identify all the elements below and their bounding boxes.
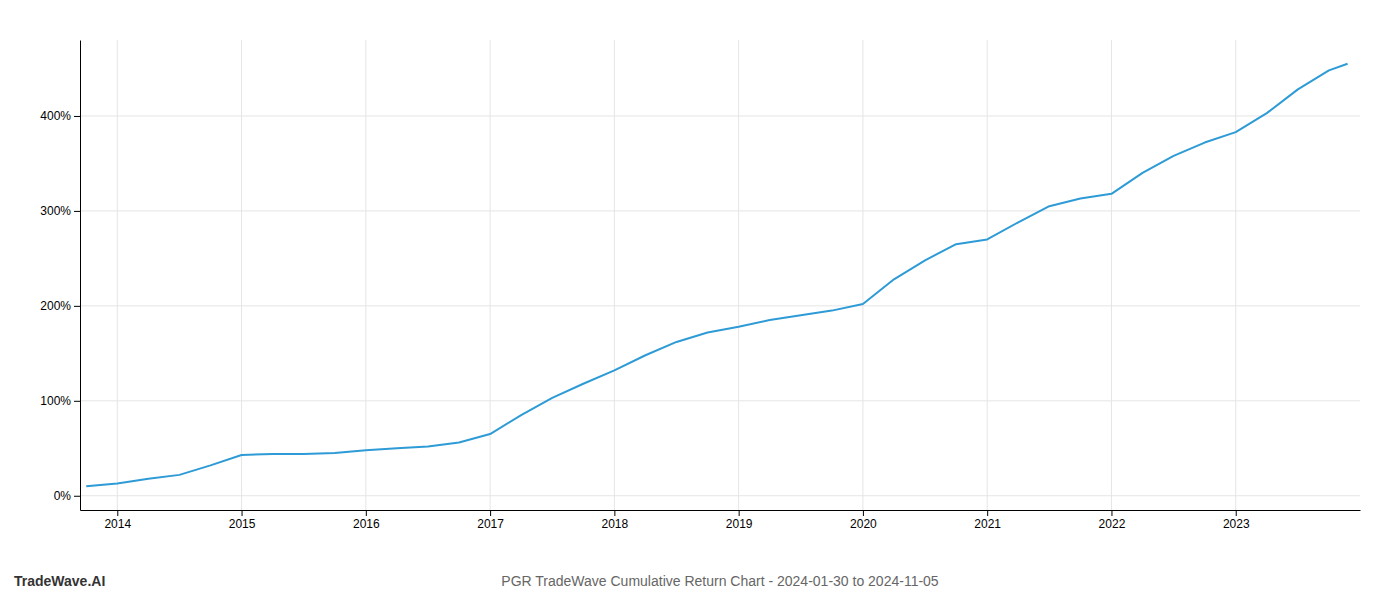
y-tick: 200% bbox=[40, 299, 80, 313]
grid-line-x bbox=[117, 40, 118, 510]
grid-line-x bbox=[241, 40, 242, 510]
x-tick-label: 2023 bbox=[1223, 517, 1250, 531]
x-tick: 2020 bbox=[850, 510, 877, 531]
x-tick-mark bbox=[863, 510, 864, 516]
x-tick-label: 2019 bbox=[726, 517, 753, 531]
x-tick-mark bbox=[117, 510, 118, 516]
x-tick-mark bbox=[1111, 510, 1112, 516]
watermark: TradeWave.AI bbox=[14, 573, 105, 589]
grid-line-x bbox=[1235, 40, 1236, 510]
y-tick-mark bbox=[74, 116, 80, 117]
y-tick-label: 400% bbox=[40, 109, 71, 123]
x-tick-mark bbox=[987, 510, 988, 516]
x-tick: 2023 bbox=[1223, 510, 1250, 531]
x-tick-label: 2017 bbox=[477, 517, 504, 531]
title: PGR TradeWave Cumulative Return Chart - … bbox=[501, 573, 939, 589]
x-tick-mark bbox=[614, 510, 615, 516]
x-tick: 2016 bbox=[353, 510, 380, 531]
y-axis: 0% 100% 200% 300% 400% bbox=[40, 41, 80, 511]
y-tick-label: 200% bbox=[40, 299, 71, 313]
x-tick: 2018 bbox=[602, 510, 629, 531]
grid-line-y bbox=[80, 305, 1360, 306]
grid-line-x bbox=[987, 40, 988, 510]
x-tick-label: 2018 bbox=[602, 517, 629, 531]
x-tick-label: 2021 bbox=[974, 517, 1001, 531]
x-tick: 2015 bbox=[229, 510, 256, 531]
grid-line-x bbox=[1111, 40, 1112, 510]
y-tick-label: 100% bbox=[40, 394, 71, 408]
y-tick-label: 0% bbox=[54, 489, 72, 503]
plot-area: 2014 2015 2016 2017 2018 2019 2020 2021 2022 2023… bbox=[40, 40, 1360, 531]
x-axis: 2014 2015 2016 2017 2018 2019 2020 2021 2022 2023 bbox=[81, 510, 1361, 531]
y-tick-mark bbox=[74, 211, 80, 212]
y-tick-mark bbox=[74, 401, 80, 402]
y-tick-label: 300% bbox=[40, 204, 71, 218]
x-tick-mark bbox=[1236, 510, 1237, 516]
grid-line-y bbox=[80, 210, 1360, 211]
x-tick-label: 2022 bbox=[1099, 517, 1126, 531]
marks bbox=[86, 64, 1347, 487]
x-tick-mark bbox=[366, 510, 367, 516]
x-axis-line bbox=[81, 510, 1361, 511]
x-tick: 2022 bbox=[1099, 510, 1126, 531]
y-axis-line bbox=[80, 41, 81, 511]
y-tick: 100% bbox=[40, 394, 80, 408]
x-tick-label: 2015 bbox=[229, 517, 256, 531]
x-tick-mark bbox=[242, 510, 243, 516]
x-tick: 2021 bbox=[974, 510, 1001, 531]
x-tick: 2017 bbox=[477, 510, 504, 531]
y-tick: 400% bbox=[40, 109, 80, 123]
y-tick: 300% bbox=[40, 204, 80, 218]
x-tick-label: 2020 bbox=[850, 517, 877, 531]
x-tick: 2014 bbox=[104, 510, 131, 531]
x-tick-mark bbox=[490, 510, 491, 516]
grid-line-x bbox=[614, 40, 615, 510]
grid-line-x bbox=[738, 40, 739, 510]
x-tick-mark bbox=[739, 510, 740, 516]
grid-line-x bbox=[490, 40, 491, 510]
grid-line-x bbox=[862, 40, 863, 510]
grid bbox=[80, 40, 1360, 510]
grid-line-y bbox=[80, 115, 1360, 116]
grid-line-y bbox=[80, 400, 1360, 401]
line bbox=[86, 64, 1347, 487]
y-tick-mark bbox=[74, 306, 80, 307]
y-tick: 0% bbox=[54, 489, 80, 503]
y-tick-mark bbox=[74, 496, 80, 497]
x-tick-label: 2016 bbox=[353, 517, 380, 531]
grid-line-x bbox=[365, 40, 366, 510]
chart: 2014 2015 2016 2017 2018 2019 2020 2021 2022 2023… bbox=[0, 0, 1400, 600]
x-tick-label: 2014 bbox=[104, 517, 131, 531]
x-tick: 2019 bbox=[726, 510, 753, 531]
grid-line-y bbox=[80, 495, 1360, 496]
